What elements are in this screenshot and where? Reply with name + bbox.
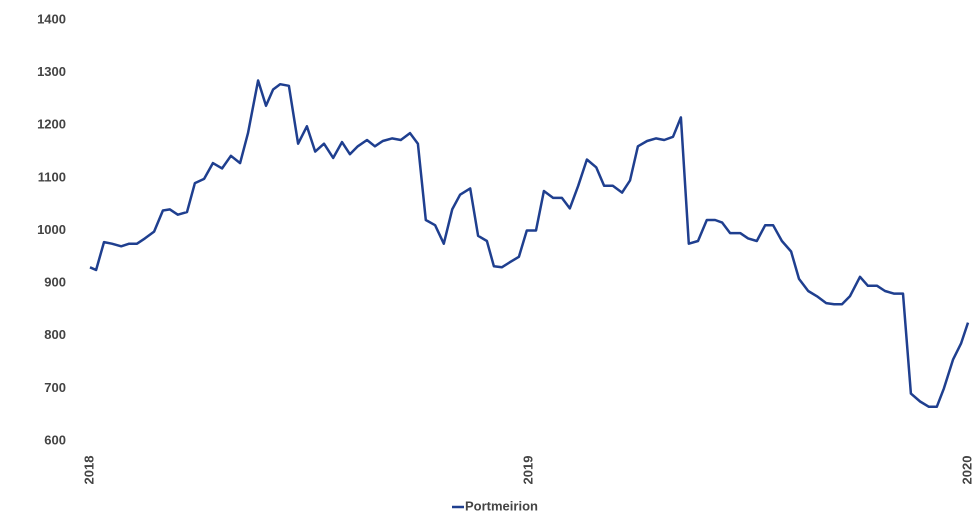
y-tick-label: 1400: [37, 11, 66, 26]
legend-label: Portmeirion: [465, 498, 538, 513]
y-tick-label: 1200: [37, 117, 66, 132]
y-tick-label: 900: [44, 275, 66, 290]
x-tick-label: 2018: [81, 456, 96, 485]
line: [89, 79, 970, 409]
y-tick-label: 1000: [37, 222, 66, 237]
y-tick-label: 600: [44, 432, 66, 447]
y-tick-label: 1300: [37, 64, 66, 79]
y-tick-label: 700: [44, 380, 66, 395]
x-tick-label: 2020: [959, 456, 974, 485]
x-tick-label: 2019: [520, 456, 535, 485]
y-tick-label: 800: [44, 327, 66, 342]
y-tick-label: 1100: [38, 169, 66, 184]
